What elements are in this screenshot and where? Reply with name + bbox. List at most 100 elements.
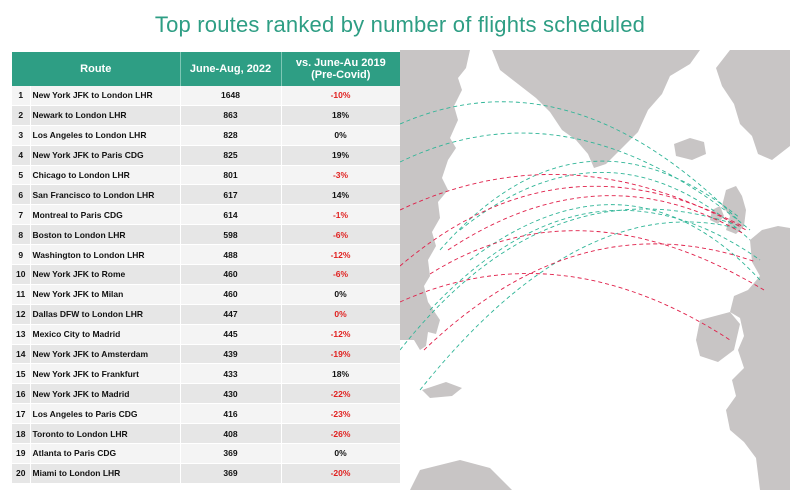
route-cell: New York JFK to Amsterdam (30, 344, 181, 365)
change-cell: 19% (281, 145, 401, 166)
rank-cell: 13 (12, 324, 31, 345)
flights-cell: 1648 (180, 86, 282, 106)
flights-cell: 460 (180, 284, 282, 305)
change-cell: -20% (281, 463, 401, 484)
rank-cell: 8 (12, 224, 31, 246)
route-cell: Boston to London LHR (30, 224, 181, 246)
route-cell: Montreal to Paris CDG (30, 204, 181, 226)
change-cell: 14% (281, 184, 401, 206)
change-cell: 0% (281, 284, 401, 305)
rank-cell: 12 (12, 304, 31, 325)
rank-cell: 19 (12, 443, 31, 464)
change-cell: -26% (281, 423, 401, 445)
change-cell: -22% (281, 383, 401, 405)
flights-cell: 369 (180, 463, 282, 484)
route-cell: San Francisco to London LHR (30, 184, 181, 206)
greenland-land (492, 50, 700, 168)
flights-cell: 460 (180, 264, 282, 285)
route-arc-green-8 (419, 221, 737, 391)
routes-table-wrap: Route June-Aug, 2022 vs. June-Au 2019 (P… (12, 52, 401, 484)
table-row: 20 Miami to London LHR 369 -20% (12, 463, 401, 484)
route-arcs (399, 101, 765, 391)
rank-cell: 2 (12, 105, 31, 126)
change-cell: -19% (281, 344, 401, 365)
flights-cell: 430 (180, 383, 282, 405)
header-flights: June-Aug, 2022 (180, 52, 282, 86)
route-arc-red-4 (399, 273, 731, 341)
caribbean-land (422, 382, 462, 398)
change-cell: 0% (281, 304, 401, 325)
route-arc-red-3 (429, 230, 765, 291)
header-change-line2: (Pre-Covid) (311, 69, 371, 81)
change-cell: -3% (281, 165, 401, 186)
change-cell: -1% (281, 204, 401, 226)
route-arc-red-5 (423, 243, 757, 351)
route-cell: New York JFK to London LHR (30, 86, 181, 106)
table-row: 17 Los Angeles to Paris CDG 416 -23% (12, 403, 401, 425)
rank-cell: 15 (12, 363, 31, 385)
route-map-svg (399, 50, 790, 490)
land-masses (400, 50, 790, 490)
route-map (399, 50, 790, 490)
table-row: 14 New York JFK to Amsterdam 439 -19% (12, 344, 401, 365)
flights-cell: 863 (180, 105, 282, 126)
rank-cell: 16 (12, 383, 31, 405)
rank-cell: 4 (12, 145, 31, 166)
route-cell: Los Angeles to Paris CDG (30, 403, 181, 425)
route-arc-green-7 (469, 204, 761, 281)
route-cell: New York JFK to Madrid (30, 383, 181, 405)
table-row: 19 Atlanta to Paris CDG 369 0% (12, 443, 401, 464)
route-arc-green-5 (399, 208, 741, 351)
route-cell: New York JFK to Paris CDG (30, 145, 181, 166)
route-cell: Newark to London LHR (30, 105, 181, 126)
rank-cell: 7 (12, 204, 31, 226)
table-row: 4 New York JFK to Paris CDG 825 19% (12, 145, 401, 166)
route-arc-green-2 (399, 101, 741, 223)
route-arc-red-6 (399, 174, 747, 231)
change-cell: 18% (281, 105, 401, 126)
table-row: 18 Toronto to London LHR 408 -26% (12, 423, 401, 445)
south-america-land (410, 460, 512, 490)
table-row: 15 New York JFK to Frankfurt 433 18% (12, 363, 401, 385)
rank-cell: 1 (12, 86, 31, 106)
rank-cell: 3 (12, 125, 31, 146)
table-row: 5 Chicago to London LHR 801 -3% (12, 165, 401, 186)
flights-cell: 614 (180, 204, 282, 226)
table-row: 7 Montreal to Paris CDG 614 -1% (12, 204, 401, 226)
table-row: 8 Boston to London LHR 598 -6% (12, 224, 401, 246)
route-cell: Washington to London LHR (30, 244, 181, 266)
table-row: 9 Washington to London LHR 488 -12% (12, 244, 401, 266)
route-arc-green-6 (429, 209, 761, 311)
table-row: 10 New York JFK to Rome 460 -6% (12, 264, 401, 285)
chart-title: Top routes ranked by number of flights s… (154, 12, 646, 37)
rank-cell: 5 (12, 165, 31, 186)
route-cell: Toronto to London LHR (30, 423, 181, 445)
table-header-row: Route June-Aug, 2022 vs. June-Au 2019 (P… (12, 52, 401, 86)
table-row: 16 New York JFK to Madrid 430 -22% (12, 383, 401, 405)
table-row: 3 Los Angeles to London LHR 828 0% (12, 125, 401, 146)
flights-cell: 408 (180, 423, 282, 445)
change-cell: -10% (281, 86, 401, 106)
flights-cell: 447 (180, 304, 282, 325)
scandinavia-land (716, 50, 790, 160)
table-row: 1 New York JFK to London LHR 1648 -10% (12, 86, 401, 106)
flights-cell: 828 (180, 125, 282, 146)
flights-cell: 416 (180, 403, 282, 425)
table-body: 1 New York JFK to London LHR 1648 -10% 2 Newa… (12, 86, 401, 484)
change-cell: -6% (281, 264, 401, 285)
change-cell: 0% (281, 443, 401, 464)
flights-cell: 825 (180, 145, 282, 166)
rank-cell: 18 (12, 423, 31, 445)
change-cell: 18% (281, 363, 401, 385)
table-row: 11 New York JFK to Milan 460 0% (12, 284, 401, 305)
change-cell: -23% (281, 403, 401, 425)
flights-cell: 488 (180, 244, 282, 266)
route-cell: Mexico City to Madrid (30, 324, 181, 345)
route-cell: New York JFK to Rome (30, 264, 181, 285)
route-arc-green-4 (459, 171, 751, 241)
route-cell: New York JFK to Frankfurt (30, 363, 181, 385)
table-row: 6 San Francisco to London LHR 617 14% (12, 184, 401, 206)
header-change-line1: vs. June-Au 2019 (295, 57, 386, 69)
rank-cell: 10 (12, 264, 31, 285)
flights-cell: 598 (180, 224, 282, 246)
